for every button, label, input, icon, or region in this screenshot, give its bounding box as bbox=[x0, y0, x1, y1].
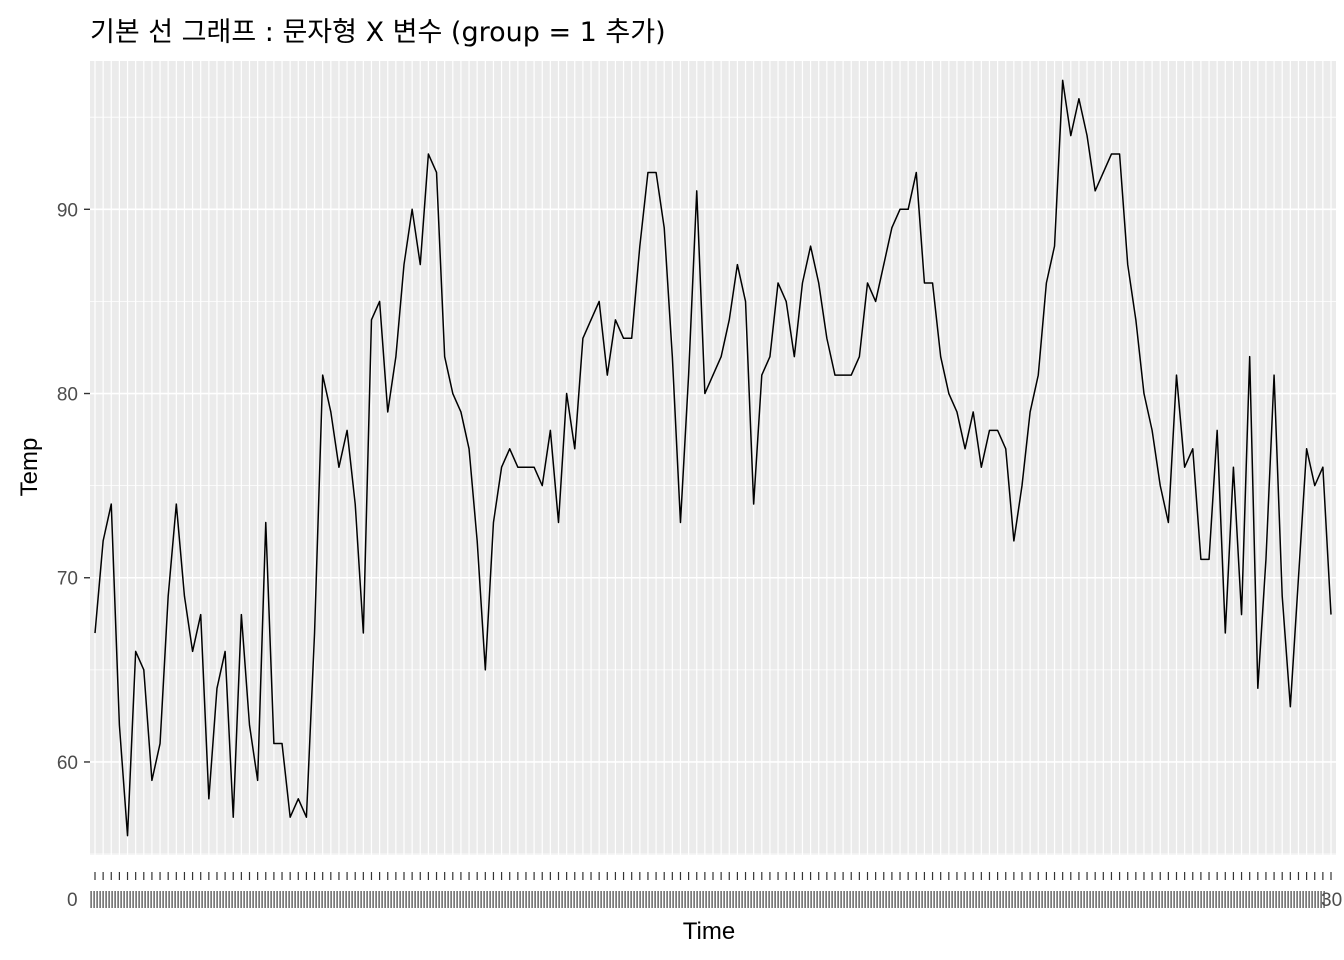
x-gridlines bbox=[94, 61, 1332, 855]
y-axis: 60 70 80 90 bbox=[57, 200, 90, 774]
y-tick-label: 80 bbox=[57, 385, 78, 406]
x-tick-labels-overlapping bbox=[90, 891, 1325, 908]
temp-series-line bbox=[94, 79, 1332, 837]
y-tick-label: 70 bbox=[57, 569, 78, 590]
x-tick-label-first: 0 bbox=[67, 890, 78, 911]
y-axis-title: Temp bbox=[16, 438, 43, 497]
x-axis-title: Time bbox=[683, 918, 735, 945]
y-tick-label: 60 bbox=[57, 753, 78, 774]
y-tick-label: 90 bbox=[57, 200, 78, 221]
x-axis bbox=[90, 872, 1332, 908]
x-tick-label-last: 30 bbox=[1321, 890, 1342, 911]
chart-title: 기본 선 그래프 : 문자형 X 변수 (group = 1 추가) bbox=[90, 17, 666, 48]
